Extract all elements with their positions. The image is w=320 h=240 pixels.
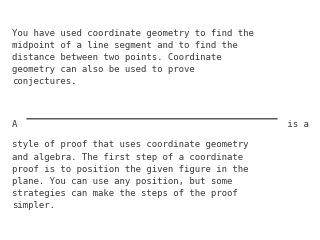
Text: is a: is a xyxy=(282,120,308,129)
Text: You have used coordinate geometry to find the
midpoint of a line segment and to : You have used coordinate geometry to fin… xyxy=(12,29,254,86)
Text: style of proof that uses coordinate geometry
and algebra. The first step of a co: style of proof that uses coordinate geom… xyxy=(12,140,249,210)
Text: A: A xyxy=(12,120,23,129)
